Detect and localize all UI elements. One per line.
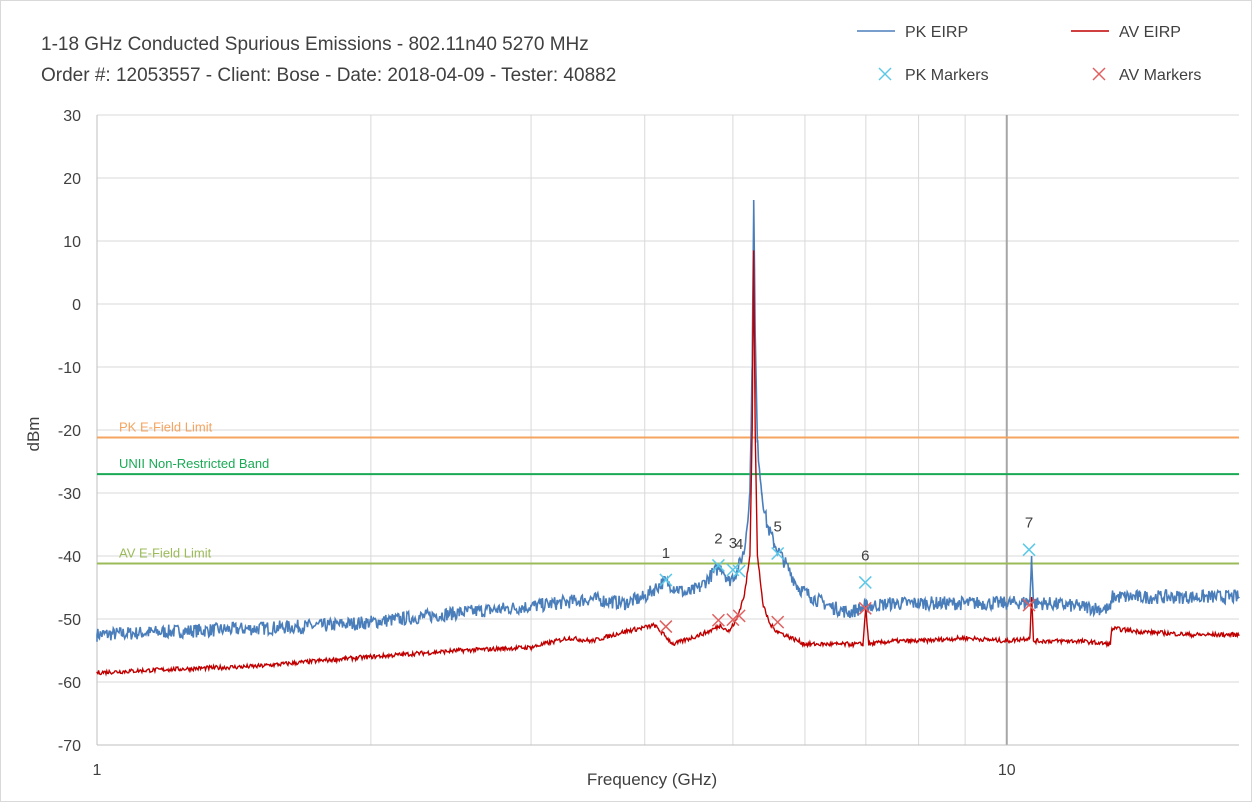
marker-stroke xyxy=(858,575,872,589)
marker-stroke xyxy=(771,615,785,629)
marker-layer: 1 2 34 5 6 7 xyxy=(659,515,1036,634)
y-tick-label: 10 xyxy=(63,234,81,251)
x-tick-label: 1 xyxy=(93,762,102,779)
av-marker xyxy=(732,609,746,623)
marker-number-label: 7 xyxy=(1025,515,1033,532)
pk-marker xyxy=(1022,543,1036,557)
legend: PK EIRP AV EIRP PK Markers AV Markers xyxy=(857,24,1201,84)
chart-subtitle: Order #: 12053557 - Client: Bose - Date:… xyxy=(41,65,616,86)
y-tick-label: -40 xyxy=(58,549,81,566)
marker-stroke xyxy=(732,564,746,578)
limit-line-label: AV E-Field Limit xyxy=(119,546,212,561)
marker-number-label: 4 xyxy=(735,536,743,553)
av-marker xyxy=(1022,598,1036,612)
pk-marker xyxy=(732,564,746,578)
marker-stroke xyxy=(711,613,725,627)
legend-swatch-x xyxy=(878,67,892,81)
limit-line-label: UNII Non-Restricted Band xyxy=(119,456,269,471)
av-marker xyxy=(711,613,725,627)
marker-stroke xyxy=(659,573,673,587)
marker-stroke xyxy=(771,546,785,561)
y-tick-label: 30 xyxy=(63,108,81,125)
marker-stroke xyxy=(726,613,740,627)
legend-label: PK Markers xyxy=(905,67,989,84)
marker-number-label: 3 xyxy=(729,535,737,552)
pk-marker xyxy=(711,558,725,572)
marker-number-label: 1 xyxy=(662,545,670,562)
y-tick-label: 20 xyxy=(63,171,81,188)
marker-number-label: 6 xyxy=(861,547,869,564)
av-marker xyxy=(858,601,872,615)
av-marker xyxy=(771,615,785,629)
limit-lines: PK E-Field Limit UNII Non-Restricted Band… xyxy=(97,420,1239,565)
x-tick-label: 10 xyxy=(998,762,1016,779)
marker-stroke xyxy=(659,620,673,634)
marker-stroke xyxy=(726,563,740,577)
y-tick-label: -50 xyxy=(58,612,81,629)
series-line-pk-eirp xyxy=(96,199,1240,642)
legend-label: AV EIRP xyxy=(1119,24,1181,41)
marker-stroke xyxy=(1022,598,1036,612)
y-tick-label: -30 xyxy=(58,486,81,503)
av-marker xyxy=(659,620,673,634)
y-tick-label: -10 xyxy=(58,360,81,377)
series-layer xyxy=(96,199,1240,677)
legend-label: AV Markers xyxy=(1119,67,1201,84)
av-marker xyxy=(726,613,740,627)
y-tick-label: -20 xyxy=(58,423,81,440)
chart-title: 1-18 GHz Conducted Spurious Emissions - … xyxy=(41,34,589,55)
marker-stroke xyxy=(858,601,872,615)
y-axis-label: dBm xyxy=(24,417,43,452)
y-tick-label: -60 xyxy=(58,675,81,692)
y-tick-label: 0 xyxy=(72,297,81,314)
legend-swatch-x xyxy=(1092,67,1106,81)
pk-marker xyxy=(659,573,673,587)
y-tick-label: -70 xyxy=(58,738,81,755)
legend-label: PK EIRP xyxy=(905,24,968,41)
pk-marker xyxy=(858,575,872,589)
marker-number-label: 2 xyxy=(714,530,722,547)
pk-marker xyxy=(771,546,785,561)
marker-stroke xyxy=(711,558,725,572)
tick-labels: 30 20 10 0 -10 -20 -30 -40 -50 -60 -70 1 10 xyxy=(58,108,1016,779)
marker-stroke xyxy=(1022,543,1036,557)
series-line-av-eirp xyxy=(96,250,1240,677)
marker-number-label: 5 xyxy=(774,518,782,535)
limit-line-label: PK E-Field Limit xyxy=(119,420,213,435)
grid-layer xyxy=(96,114,1239,746)
marker-stroke xyxy=(732,609,746,623)
x-axis-label: Frequency (GHz) xyxy=(587,770,717,789)
